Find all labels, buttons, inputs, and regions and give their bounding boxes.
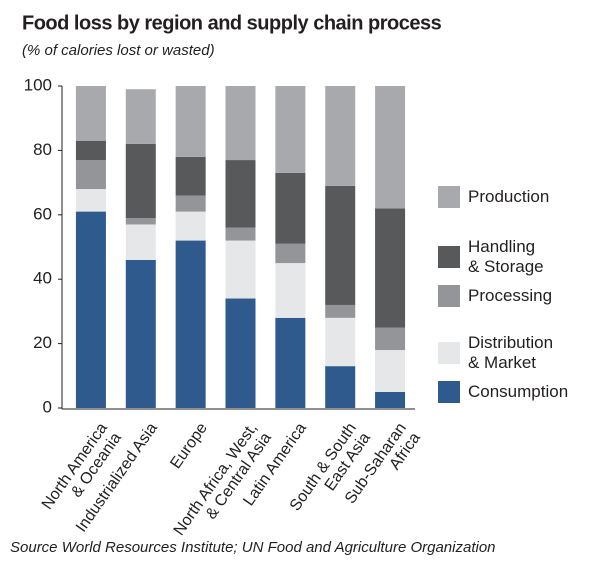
bar-segment — [125, 224, 156, 260]
bar-segment — [175, 156, 206, 196]
source-note: Source World Resources Institute; UN Foo… — [10, 539, 496, 556]
chart-title: Food loss by region and supply chain pro… — [22, 12, 442, 34]
bar-segment — [125, 218, 156, 225]
bar-segment — [275, 317, 306, 408]
legend-swatch — [438, 285, 460, 307]
bar-segment — [225, 86, 256, 161]
legend-label: Handling & Storage — [468, 237, 544, 276]
bar-segment — [275, 172, 306, 244]
bar-segment — [225, 240, 256, 299]
bar-segment — [225, 298, 256, 408]
bar-segment — [325, 304, 356, 318]
bar-segment — [125, 89, 156, 144]
bar-segment — [275, 263, 306, 318]
bar-segment — [325, 317, 356, 367]
bar-segment — [175, 211, 206, 241]
bar-segment — [175, 240, 206, 408]
legend-swatch — [438, 381, 460, 403]
bar-segment — [325, 185, 356, 305]
bar-segment — [375, 86, 406, 209]
y-tick-label: 80 — [33, 140, 52, 159]
bar-segment — [175, 86, 206, 157]
bar-segment — [225, 227, 256, 241]
y-tick-label: 60 — [33, 204, 52, 223]
legend-label: Distribution & Market — [468, 333, 554, 372]
bar-segment — [375, 208, 406, 328]
legend-swatch — [438, 246, 460, 268]
bar-segment — [125, 143, 156, 219]
chart-subtitle: (% of calories lost or wasted) — [22, 42, 215, 59]
bar-segment — [75, 140, 106, 161]
bar-segment — [275, 243, 306, 264]
bar-segment — [125, 259, 156, 408]
bar-segment — [325, 366, 356, 408]
bar-segment — [175, 195, 206, 212]
legend-label: Processing — [468, 286, 553, 305]
bar-segment — [325, 86, 356, 186]
legend-swatch — [438, 342, 460, 364]
y-tick-label: 40 — [33, 269, 52, 288]
legend-label: Production — [468, 187, 550, 206]
legend-swatch — [438, 186, 460, 208]
bar-segment — [75, 211, 106, 408]
bar-segment — [75, 160, 106, 190]
bar-segment — [75, 86, 106, 141]
bar-segment — [375, 350, 406, 392]
legend-label: Consumption — [468, 382, 569, 401]
bar-segment — [75, 189, 106, 212]
bar-segment — [375, 327, 406, 351]
y-tick-label: 100 — [24, 75, 52, 94]
bar-segment — [275, 86, 306, 173]
y-tick-label: 0 — [43, 397, 52, 416]
y-tick-label: 20 — [33, 333, 52, 352]
bar-segment — [375, 391, 406, 408]
bar-segment — [225, 160, 256, 228]
